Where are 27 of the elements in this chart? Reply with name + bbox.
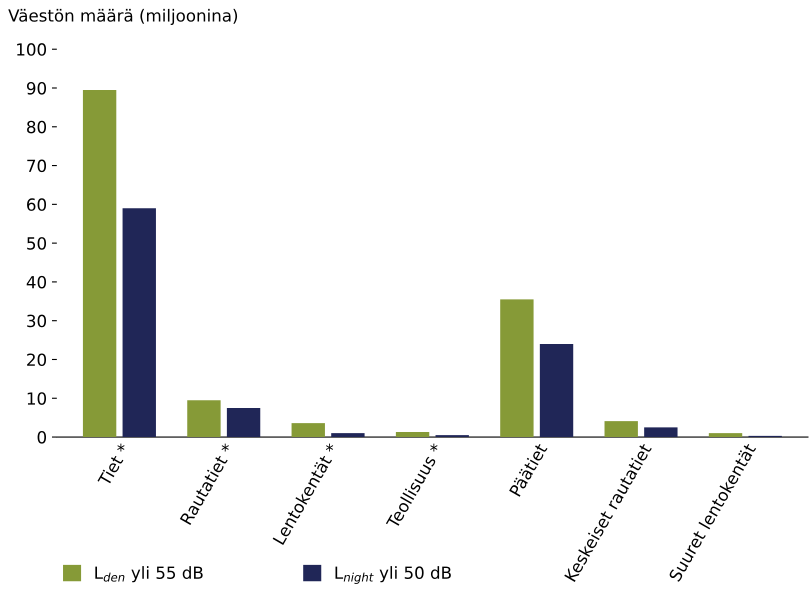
y-tick-label: 100 bbox=[17, 43, 46, 56]
bar bbox=[604, 421, 638, 438]
bar bbox=[122, 208, 156, 438]
y-tick-label: 30 bbox=[27, 314, 46, 328]
y-tick-label: 80 bbox=[27, 120, 46, 134]
bar bbox=[187, 400, 221, 438]
y-tick-label: 10 bbox=[28, 392, 46, 405]
bar bbox=[396, 432, 430, 438]
legend-label: L$_{den}$ yli 55 dB bbox=[95, 566, 203, 582]
bar bbox=[500, 299, 534, 438]
y-tick-label: 60 bbox=[27, 198, 46, 211]
bar bbox=[292, 423, 325, 438]
bar bbox=[708, 433, 742, 438]
y-axis-title: Väestön määrä (miljoonina) bbox=[8, 8, 238, 26]
y-tick-label: 70 bbox=[27, 160, 46, 172]
x-tick-label: Tiet * bbox=[97, 442, 130, 488]
bar bbox=[82, 90, 116, 438]
y-tick-label: 90 bbox=[26, 82, 46, 95]
y-tick-label: 50 bbox=[27, 237, 46, 250]
y-tick-label: 20 bbox=[27, 353, 46, 366]
legend-label: L$_{night}$ yli 50 dB bbox=[336, 566, 451, 584]
bar bbox=[644, 427, 678, 438]
bar bbox=[540, 344, 574, 438]
y-tick-label: 0 bbox=[38, 431, 46, 444]
bar bbox=[226, 408, 260, 438]
y-tick-label: 40 bbox=[26, 276, 46, 288]
bar bbox=[331, 433, 365, 438]
